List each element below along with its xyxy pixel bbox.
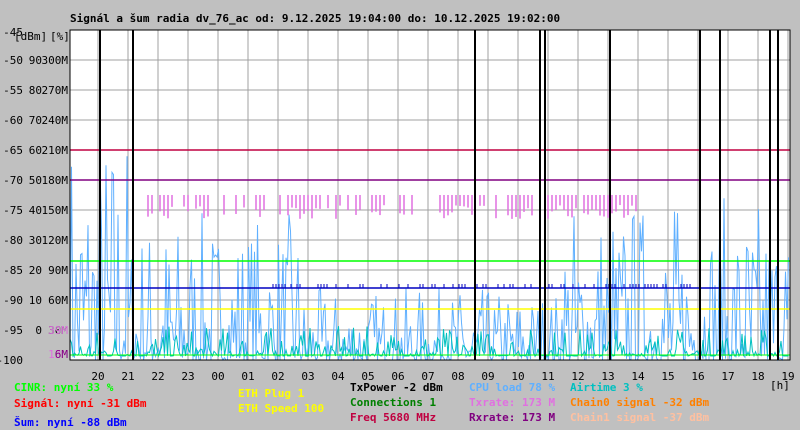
x-tick-label: 03 <box>301 370 314 383</box>
y-tick-dbm: -55 <box>3 84 23 97</box>
y-unit-pct: [%] <box>50 30 70 43</box>
x-tick-label: 10 <box>511 370 524 383</box>
y-tick-pct: 80 <box>29 84 42 97</box>
cpu-load-trace <box>69 156 789 362</box>
x-tick-label: 15 <box>661 370 674 383</box>
y-tick-pct: 30 <box>29 234 42 247</box>
y-tick-rate-extra: 39M <box>48 324 68 337</box>
x-tick-label: 13 <box>601 370 614 383</box>
y-tick-pct: 0 <box>35 324 42 337</box>
x-tick-label: 07 <box>421 370 434 383</box>
chart-title: Signál a šum radia dv_76_ac od: 9.12.202… <box>70 12 560 25</box>
y-tick-dbm: -75 <box>3 204 23 217</box>
legend-rxrate: Rxrate: 173 M <box>469 411 556 424</box>
y-tick-pct: 10 <box>29 294 42 307</box>
x-unit-label: [h] <box>770 379 790 392</box>
y-tick-rate: 210M <box>42 144 69 157</box>
y-tick-rate: 150M <box>42 204 69 217</box>
x-tick-label: 12 <box>571 370 584 383</box>
x-tick-label: 02 <box>271 370 284 383</box>
x-tick-label: 14 <box>631 370 645 383</box>
y-tick-rate: 270M <box>42 84 69 97</box>
y-tick-dbm: -70 <box>3 174 23 187</box>
legend-chain1: Chain1 signal -37 dBm <box>570 411 710 424</box>
x-tick-label: 20 <box>91 370 104 383</box>
legend-cinr: CINR: nyní 33 % <box>14 381 114 394</box>
y-tick-dbm: -85 <box>3 264 23 277</box>
x-tick-label: 04 <box>331 370 345 383</box>
airtime-trace <box>69 326 789 360</box>
y-tick-rate: 90M <box>48 264 68 277</box>
x-tick-label: 05 <box>361 370 374 383</box>
y-tick-pct: 70 <box>29 114 42 127</box>
y-tick-rate: 60M <box>48 294 68 307</box>
y-tick-pct: 60 <box>29 144 42 157</box>
y-tick-dbm: -80 <box>3 234 23 247</box>
legend-airtime: Airtime 3 % <box>570 381 643 394</box>
y-tick-pct: 40 <box>29 204 42 217</box>
y-tick-pct: 90 <box>29 54 42 67</box>
x-tick-label: 09 <box>481 370 494 383</box>
legend-cpu-load: CPU load 78 % <box>469 381 556 394</box>
y-tick-dbm: -90 <box>3 294 23 307</box>
y-tick-dbm: -65 <box>3 144 23 157</box>
y-tick-rate: 120M <box>42 234 69 247</box>
y-tick-rate-extra: 13M <box>48 348 68 361</box>
x-tick-label: 06 <box>391 370 404 383</box>
x-tick-label: 21 <box>121 370 134 383</box>
legend-eth-plug: ETH Plug 1 <box>238 387 305 400</box>
x-tick-label: 18 <box>751 370 764 383</box>
legend-txpower: TxPower -2 dBm <box>350 381 443 394</box>
legend-signal: Signál: nyní -31 dBm <box>14 397 147 410</box>
y-tick-rate: 30M <box>48 324 68 337</box>
y-tick-rate: 180M <box>42 174 69 187</box>
y-tick-rate-extra: 6M <box>55 348 69 361</box>
x-tick-label: 11 <box>541 370 554 383</box>
y-tick-dbm: -45 <box>3 26 23 39</box>
x-tick-label: 23 <box>181 370 194 383</box>
x-tick-label: 22 <box>151 370 164 383</box>
y-tick-dbm: -60 <box>3 114 23 127</box>
legend-txrate: Txrate: 173 M <box>469 396 556 409</box>
legend-eth-speed: ETH Speed 100 <box>238 402 325 415</box>
y-tick-rate: 300M <box>42 54 69 67</box>
x-tick-label: 17 <box>721 370 734 383</box>
legend-connections: Connections 1 <box>350 396 437 409</box>
y-tick-rate: 240M <box>42 114 69 127</box>
legend-sum: Šum: nyní -88 dBm <box>14 416 127 429</box>
x-tick-label: 00 <box>211 370 224 383</box>
legend-freq: Freq 5680 MHz <box>350 411 437 424</box>
y-tick-pct: 50 <box>29 174 42 187</box>
y-tick-dbm: -100 <box>0 354 23 367</box>
legend-chain0: Chain0 signal -32 dBm <box>570 396 710 409</box>
y-unit-dbm: [dBm] <box>14 30 47 43</box>
y-tick-pct: 20 <box>29 264 42 277</box>
x-tick-label: 08 <box>451 370 464 383</box>
x-tick-label: 16 <box>691 370 704 383</box>
plot-area <box>70 30 790 360</box>
y-tick-dbm: -95 <box>3 324 23 337</box>
plot-border <box>69 29 791 361</box>
y-tick-dbm: -50 <box>3 54 23 67</box>
x-tick-label: 01 <box>241 370 254 383</box>
x-tick-label: 19 <box>781 370 794 383</box>
